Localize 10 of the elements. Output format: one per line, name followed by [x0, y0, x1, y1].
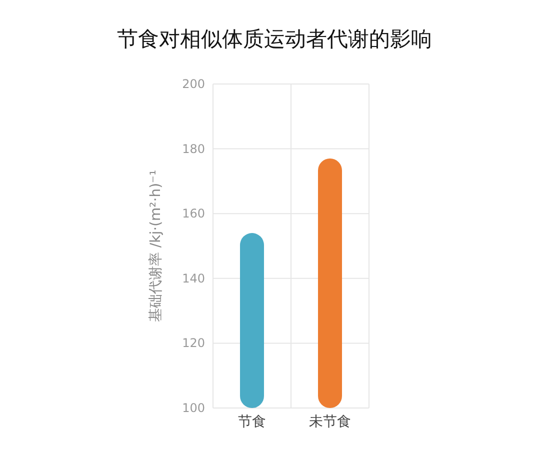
chart-title: 节食对相似体质运动者代谢的影响 — [117, 27, 432, 51]
y-tick-label: 120 — [182, 336, 205, 350]
y-tick-label: 180 — [182, 142, 205, 156]
y-tick-label: 160 — [182, 206, 205, 221]
y-tick-label: 200 — [182, 77, 205, 91]
x-tick-label: 未节食 — [309, 414, 351, 430]
y-tick-label: 100 — [182, 401, 205, 415]
y-axis-title: 基础代谢率 /kj·(m²·h)⁻¹ — [148, 170, 164, 322]
y-tick-label: 140 — [182, 271, 205, 286]
x-tick-label: 节食 — [238, 414, 266, 430]
